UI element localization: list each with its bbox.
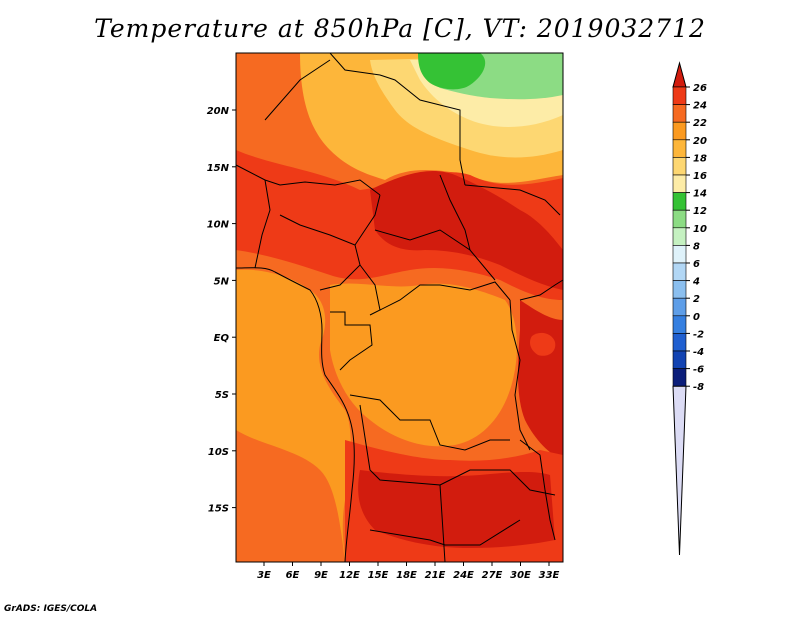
colorbar-top-arrow bbox=[672, 61, 687, 88]
border-cameroon bbox=[359, 264, 381, 316]
colorbar-segment bbox=[672, 174, 687, 193]
colorbar-bottom-arrow bbox=[672, 385, 687, 556]
border-horn bbox=[519, 279, 564, 301]
lon-label: 21E bbox=[425, 570, 446, 581]
border-north-2 bbox=[264, 59, 331, 121]
longitude-axis: 3E 6E 9E 12E 15E 18E 21E 24E 27E 30E 33E bbox=[257, 562, 560, 581]
colorbar-label: 10 bbox=[693, 224, 707, 235]
lon-label: 33E bbox=[539, 570, 560, 581]
colorbar-label: 0 bbox=[693, 312, 700, 323]
colorbar-label: -4 bbox=[693, 347, 704, 358]
colorbar-label: 26 bbox=[693, 83, 707, 94]
border-gabon bbox=[330, 311, 373, 371]
border-zambia bbox=[439, 469, 556, 496]
colorbar-segment bbox=[672, 350, 687, 369]
lon-label: 15E bbox=[368, 570, 389, 581]
border-west-2 bbox=[254, 179, 271, 269]
border-east bbox=[464, 184, 561, 216]
colorbar-segment bbox=[672, 333, 687, 352]
lat-label: 5N bbox=[214, 276, 230, 287]
border-angola bbox=[359, 404, 446, 563]
colorbar-label: 4 bbox=[692, 277, 700, 288]
colorbar-segment bbox=[672, 139, 687, 158]
latitude-axis: 20N 15N 10N 5N EQ 5S 10S 15S bbox=[207, 106, 236, 515]
field-congo bbox=[330, 283, 517, 447]
credit-text: GrADS: IGES/COLA bbox=[4, 604, 98, 614]
colorbar-segment bbox=[672, 209, 687, 229]
map-frame bbox=[235, 52, 564, 563]
chart-title: Temperature at 850hPa [C], VT: 201903271… bbox=[94, 14, 706, 43]
border-chad bbox=[354, 194, 381, 246]
colorbar-segment bbox=[672, 227, 687, 246]
colorbar-label: 14 bbox=[693, 189, 707, 200]
colorbar-label: -6 bbox=[693, 365, 704, 376]
lat-label: 15N bbox=[207, 163, 230, 174]
colorbar-label: 8 bbox=[693, 241, 700, 252]
field-ocean-warm bbox=[236, 430, 345, 562]
colorbar-label: 6 bbox=[693, 259, 700, 270]
colorbar-segment bbox=[672, 262, 687, 281]
lat-label: EQ bbox=[214, 333, 230, 344]
colorbar-label: -8 bbox=[693, 382, 704, 393]
colorbar-segment bbox=[672, 297, 687, 317]
lon-label: 18E bbox=[396, 570, 417, 581]
field-green bbox=[418, 53, 486, 90]
colorbar-segment bbox=[672, 245, 687, 264]
colorbar-segment bbox=[672, 192, 687, 211]
lat-label: 15S bbox=[208, 504, 229, 515]
lon-label: 12E bbox=[339, 570, 360, 581]
border-drc-east bbox=[509, 299, 531, 451]
border-drc-south bbox=[349, 394, 510, 451]
colorbar-label: 20 bbox=[693, 136, 707, 147]
colorbar-segment bbox=[672, 315, 687, 334]
border-mozambique bbox=[519, 439, 556, 541]
colorbar-label: 18 bbox=[693, 153, 707, 164]
lat-label: 10S bbox=[208, 447, 229, 458]
border-sudan bbox=[439, 174, 471, 251]
colorbar-label: 12 bbox=[693, 206, 707, 217]
field-hottest-sahel bbox=[370, 170, 563, 290]
country-borders bbox=[235, 52, 564, 563]
colorbar-segment bbox=[672, 368, 687, 387]
colorbar-label: 24 bbox=[693, 101, 707, 112]
lat-label: 10N bbox=[207, 220, 230, 231]
colorbar-segment bbox=[672, 86, 687, 105]
temperature-field bbox=[236, 53, 563, 562]
lon-label: 27E bbox=[482, 570, 503, 581]
lon-label: 24E bbox=[453, 570, 474, 581]
border-congo bbox=[379, 281, 511, 311]
border-north-1 bbox=[300, 52, 466, 186]
lon-label: 9E bbox=[314, 570, 328, 581]
colorbar-segment bbox=[672, 280, 687, 299]
colorbar-segment bbox=[672, 157, 687, 176]
border-namibia bbox=[369, 519, 521, 546]
field-lake-victoria bbox=[530, 332, 556, 356]
colorbar-label: 22 bbox=[693, 118, 707, 129]
coastline-west bbox=[235, 267, 355, 563]
lat-label: 5S bbox=[215, 390, 229, 401]
colorbar-label: 16 bbox=[693, 171, 707, 182]
lat-label: 20N bbox=[207, 106, 230, 117]
colorbar-segment bbox=[672, 121, 687, 141]
lon-label: 30E bbox=[510, 570, 531, 581]
colorbar-label: 2 bbox=[693, 294, 700, 305]
colorbar-segment bbox=[672, 104, 687, 123]
lon-label: 6E bbox=[286, 570, 300, 581]
border-car bbox=[374, 229, 496, 281]
colorbar-label: -2 bbox=[693, 329, 704, 340]
lon-label: 3E bbox=[257, 570, 271, 581]
